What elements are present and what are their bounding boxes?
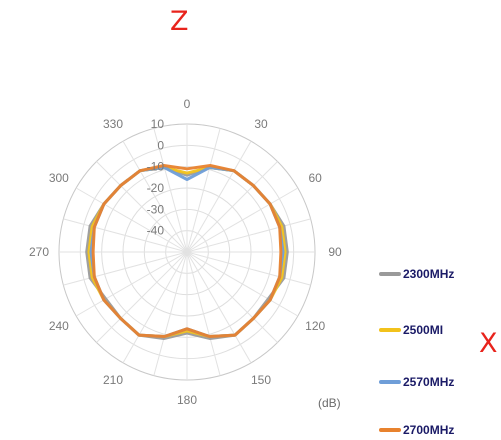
grid-spoke (186, 218, 311, 253)
legend-swatch-2300 (379, 272, 401, 276)
unit-label: (dB) (318, 396, 341, 410)
grid-spoke (63, 251, 188, 286)
grid-spoke (186, 251, 278, 343)
grid-spoke (186, 140, 252, 253)
legend-item-2700: 2700MHz (379, 420, 454, 440)
grid-spoke (153, 128, 188, 253)
angle-tick-label: 60 (308, 171, 322, 185)
grid-spoke (186, 251, 311, 286)
legend-item-2500: 2500MI (379, 320, 443, 340)
z-axis-letter: Z (170, 6, 189, 37)
legend-swatch-2570 (379, 380, 401, 384)
angle-tick-label: 30 (254, 117, 268, 131)
legend-label-2500: 2500MI (403, 323, 444, 337)
series-line (91, 164, 283, 338)
grid-spoke (122, 251, 188, 364)
grid-spoke (186, 251, 221, 376)
legend-swatch-2500 (379, 328, 401, 332)
grid-spoke (153, 251, 188, 376)
grid-spoke (186, 251, 252, 364)
radial-tick-label: -30 (147, 202, 165, 216)
angle-tick-label: 300 (49, 171, 69, 185)
radial-tick-label: 10 (151, 117, 165, 131)
angle-tick-label: 330 (103, 117, 123, 131)
angle-tick-label: 210 (103, 373, 123, 387)
angle-tick-label: 150 (251, 373, 271, 387)
radial-tick-label: -40 (147, 224, 165, 238)
grid-spoke (186, 128, 221, 253)
grid-spoke (96, 161, 188, 253)
legend-label-2700: 2700MHz (403, 423, 455, 437)
angle-tick-label: 90 (328, 245, 342, 259)
grid-spoke (186, 187, 299, 253)
radial-tick-label: 0 (157, 138, 164, 152)
legend-item-2300: 2300MHz (379, 264, 454, 284)
grid-spoke (75, 187, 188, 253)
radial-tick-label: -10 (147, 160, 165, 174)
grid-spoke (63, 218, 188, 253)
angle-tick-label: 270 (29, 245, 49, 259)
grid-spoke (186, 251, 299, 317)
x-axis-letter: X (479, 328, 498, 359)
angle-tick-label: 0 (184, 97, 191, 111)
legend-label-2570: 2570MHz (403, 375, 455, 389)
angle-tick-label: 240 (49, 319, 69, 333)
angle-tick-label: 180 (177, 393, 197, 407)
grid-spoke (186, 161, 278, 253)
legend-item-2570: 2570MHz (379, 372, 454, 392)
angle-tick-label: 120 (305, 319, 325, 333)
radial-tick-label: -20 (147, 181, 165, 195)
legend-swatch-2700 (379, 428, 401, 432)
grid-spoke (122, 140, 188, 253)
legend-label-2300: 2300MHz (403, 267, 455, 281)
grid-spoke (75, 251, 188, 317)
grid-spoke (96, 251, 188, 343)
